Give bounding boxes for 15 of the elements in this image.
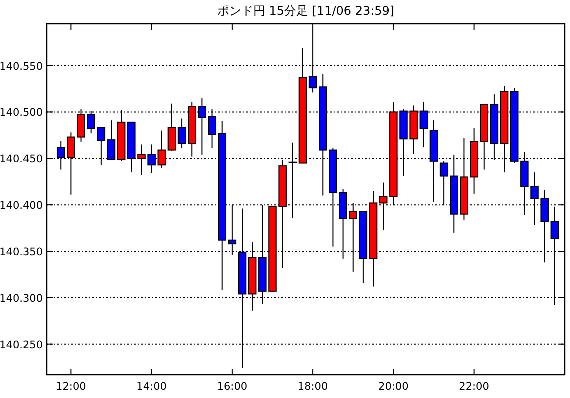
y-tick-label: 140.500 bbox=[0, 107, 43, 120]
x-tick-label: 12:00 bbox=[56, 381, 86, 393]
y-tick-label: 140.450 bbox=[0, 154, 43, 166]
candlestick bbox=[178, 118, 186, 149]
x-tick-label: 14:00 bbox=[136, 381, 167, 393]
y-tick-label: 140.350 bbox=[0, 246, 43, 258]
y-tick-label: 140.250 bbox=[0, 339, 43, 352]
y-tick-label: 140.300 bbox=[0, 292, 43, 305]
y-tick-label: 140.550 bbox=[0, 60, 43, 73]
y-tick-label: 140.400 bbox=[0, 200, 43, 212]
x-tick-label: 16:00 bbox=[217, 381, 248, 393]
x-tick-label: 20:00 bbox=[378, 381, 409, 393]
chart-title: ポンド円 15分足 [11/06 23:59] bbox=[217, 4, 395, 18]
x-tick-label: 18:00 bbox=[298, 381, 328, 393]
x-tick-label: 22:00 bbox=[459, 381, 490, 393]
